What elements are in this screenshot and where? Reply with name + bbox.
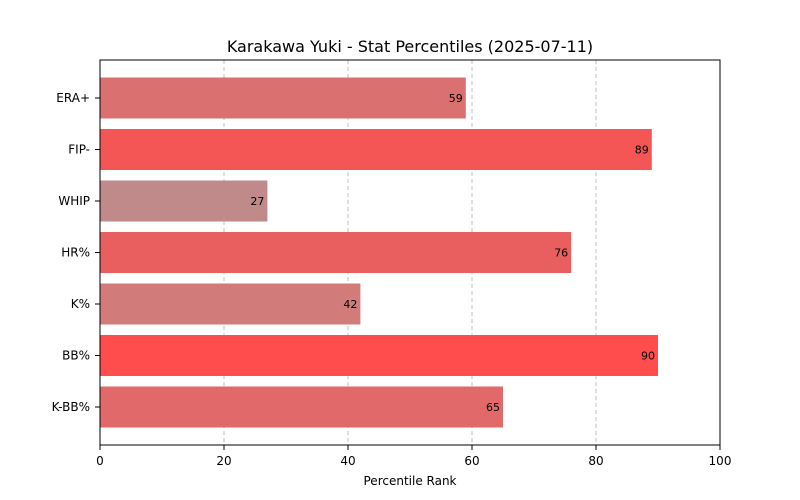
- bar: [100, 180, 268, 222]
- x-tick-label: 0: [96, 454, 104, 468]
- bar-value-label: 90: [641, 350, 655, 363]
- bar-value-label: 27: [250, 195, 264, 208]
- x-tick-label: 100: [709, 454, 732, 468]
- y-tick-label: WHIP: [58, 194, 90, 208]
- bar-value-label: 89: [635, 144, 649, 157]
- y-tick-label: BB%: [62, 349, 90, 363]
- bar-value-label: 42: [343, 298, 357, 311]
- bar: [100, 129, 652, 170]
- bar: [100, 283, 361, 325]
- x-tick-label: 20: [216, 454, 231, 468]
- bar-value-label: 76: [554, 247, 568, 260]
- bar: [100, 335, 658, 376]
- x-tick-label: 60: [464, 454, 479, 468]
- bar-value-label: 65: [486, 401, 500, 414]
- x-axis-label: Percentile Rank: [364, 474, 457, 488]
- x-axis: 0 20 40 60 80 100: [96, 445, 731, 468]
- bar: [100, 232, 572, 273]
- y-tick-label: ERA+: [56, 91, 90, 105]
- chart-title: Karakawa Yuki - Stat Percentiles (2025-0…: [227, 37, 593, 56]
- x-tick-label: 80: [588, 454, 603, 468]
- bars: [100, 77, 658, 428]
- bar: [100, 386, 503, 428]
- y-tick-label: FIP-: [68, 143, 90, 157]
- bar: [100, 77, 466, 119]
- y-tick-label: K%: [71, 297, 90, 311]
- data-labels: 59 89 27 76 42 90 65: [250, 92, 655, 414]
- y-tick-label: HR%: [61, 246, 90, 260]
- y-tick-label: K-BB%: [52, 400, 90, 414]
- y-axis: ERA+ FIP- WHIP HR% K% BB% K-BB%: [52, 91, 100, 414]
- bar-value-label: 59: [449, 92, 463, 105]
- x-tick-label: 40: [340, 454, 355, 468]
